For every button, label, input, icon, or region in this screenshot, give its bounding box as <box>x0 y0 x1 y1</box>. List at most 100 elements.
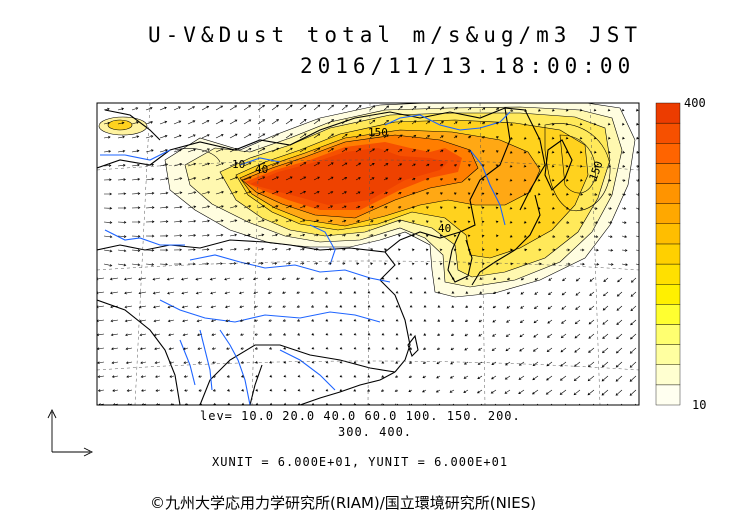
wind-arrow <box>593 235 599 238</box>
wind-arrow <box>621 178 626 182</box>
wind-arrow <box>310 277 315 280</box>
wind-arrow <box>229 105 238 111</box>
contour-label: 150 <box>368 126 388 139</box>
wind-arrow <box>463 389 469 393</box>
wind-arrow <box>324 277 329 280</box>
wind-arrow <box>313 176 320 181</box>
wind-arrow <box>257 190 266 195</box>
wind-arrow <box>630 277 637 283</box>
wind-arrow <box>589 277 595 282</box>
wind-arrow <box>383 191 388 195</box>
wind-arrow <box>239 319 245 322</box>
wind-arrow <box>394 389 399 392</box>
wind-arrow <box>574 361 581 367</box>
wind-arrow <box>355 219 361 223</box>
copyright-notice: ©九州大学応用力学研究所(RIAM)/国立環境研究所(NIES) <box>150 494 537 512</box>
wind-arrow <box>439 206 443 210</box>
wind-arrow <box>124 305 133 309</box>
wind-arrow <box>537 150 541 154</box>
wind-arrow <box>299 133 307 139</box>
wind-arrow <box>439 164 444 167</box>
wind-arrow <box>299 162 307 167</box>
wind-arrow <box>159 248 169 252</box>
wind-arrow <box>411 134 417 139</box>
wind-arrow <box>341 119 348 125</box>
wind-arrow <box>240 333 245 336</box>
wind-arrow <box>453 164 458 167</box>
wind-arrow <box>215 105 224 111</box>
wind-arrow <box>123 277 133 281</box>
wind-arrow <box>154 361 161 365</box>
wind-arrow <box>229 162 238 167</box>
wind-arrow <box>629 361 637 368</box>
wind-arrow <box>117 178 126 181</box>
wind-arrow <box>630 333 637 340</box>
wind-arrow <box>395 347 399 350</box>
wind-arrow <box>409 318 413 322</box>
wind-arrow <box>436 375 441 379</box>
wind-arrow <box>565 164 569 168</box>
wind-arrow <box>450 347 455 351</box>
wind-arrow <box>97 361 105 365</box>
wind-arrow <box>579 262 585 266</box>
wind-arrow <box>395 332 399 336</box>
wind-arrow <box>152 277 161 281</box>
wind-arrow <box>534 291 539 295</box>
wind-arrow <box>167 305 175 309</box>
map-frame <box>96 102 640 406</box>
wind-arrow <box>495 107 500 111</box>
wind-arrow <box>285 133 293 139</box>
wind-arrow <box>243 262 251 265</box>
wind-arrow <box>310 305 315 308</box>
wind-arrow <box>545 389 553 395</box>
wind-arrow <box>103 164 112 167</box>
wind-arrow <box>173 234 183 237</box>
wind-arrow <box>211 333 217 336</box>
wind-arrow <box>593 150 597 154</box>
wind-arrow <box>593 178 598 182</box>
wind-arrow <box>325 360 329 364</box>
wind-arrow <box>588 333 595 339</box>
wind-arrow <box>296 291 301 294</box>
wind-arrow <box>327 162 334 167</box>
wind-arrow <box>145 107 153 111</box>
wind-arrow <box>493 291 497 295</box>
wind-arrow <box>229 205 238 209</box>
wind-arrow <box>615 375 623 382</box>
wind-arrow <box>257 147 266 153</box>
wind-arrow <box>355 234 360 237</box>
wind-arrow <box>169 389 175 392</box>
wind-arrow <box>629 375 637 382</box>
wind-arrow <box>551 122 555 126</box>
wind-arrow <box>491 375 497 380</box>
wind-arrow <box>551 235 556 238</box>
wind-arrow <box>453 106 458 111</box>
wind-arrow <box>253 305 259 308</box>
wind-arrow <box>159 191 169 195</box>
wind-arrow <box>252 277 259 281</box>
wind-arrow <box>141 389 147 392</box>
wind-arrow <box>324 291 329 294</box>
wind-arrow <box>224 277 231 281</box>
wind-arrow <box>629 347 637 354</box>
wind-arrow <box>327 233 333 237</box>
wind-arrow <box>269 360 273 364</box>
wind-arrow <box>423 304 427 308</box>
wind-arrow <box>481 150 485 153</box>
wind-arrow <box>383 262 387 266</box>
wind-arrow <box>593 221 598 224</box>
wind-arrow <box>551 178 555 182</box>
wind-arrow <box>297 346 301 350</box>
wind-arrow <box>561 319 567 324</box>
wind-arrow <box>565 206 570 210</box>
wind-arrow <box>117 135 125 139</box>
wind-arrow <box>184 389 189 392</box>
wind-arrow <box>126 375 133 378</box>
wind-arrow <box>607 178 612 182</box>
wind-arrow <box>439 135 444 139</box>
wind-arrow <box>588 319 595 325</box>
wind-arrow <box>601 389 609 396</box>
wind-arrow <box>579 164 583 168</box>
dust-level-300 <box>250 148 448 205</box>
wind-arrow <box>602 319 609 325</box>
